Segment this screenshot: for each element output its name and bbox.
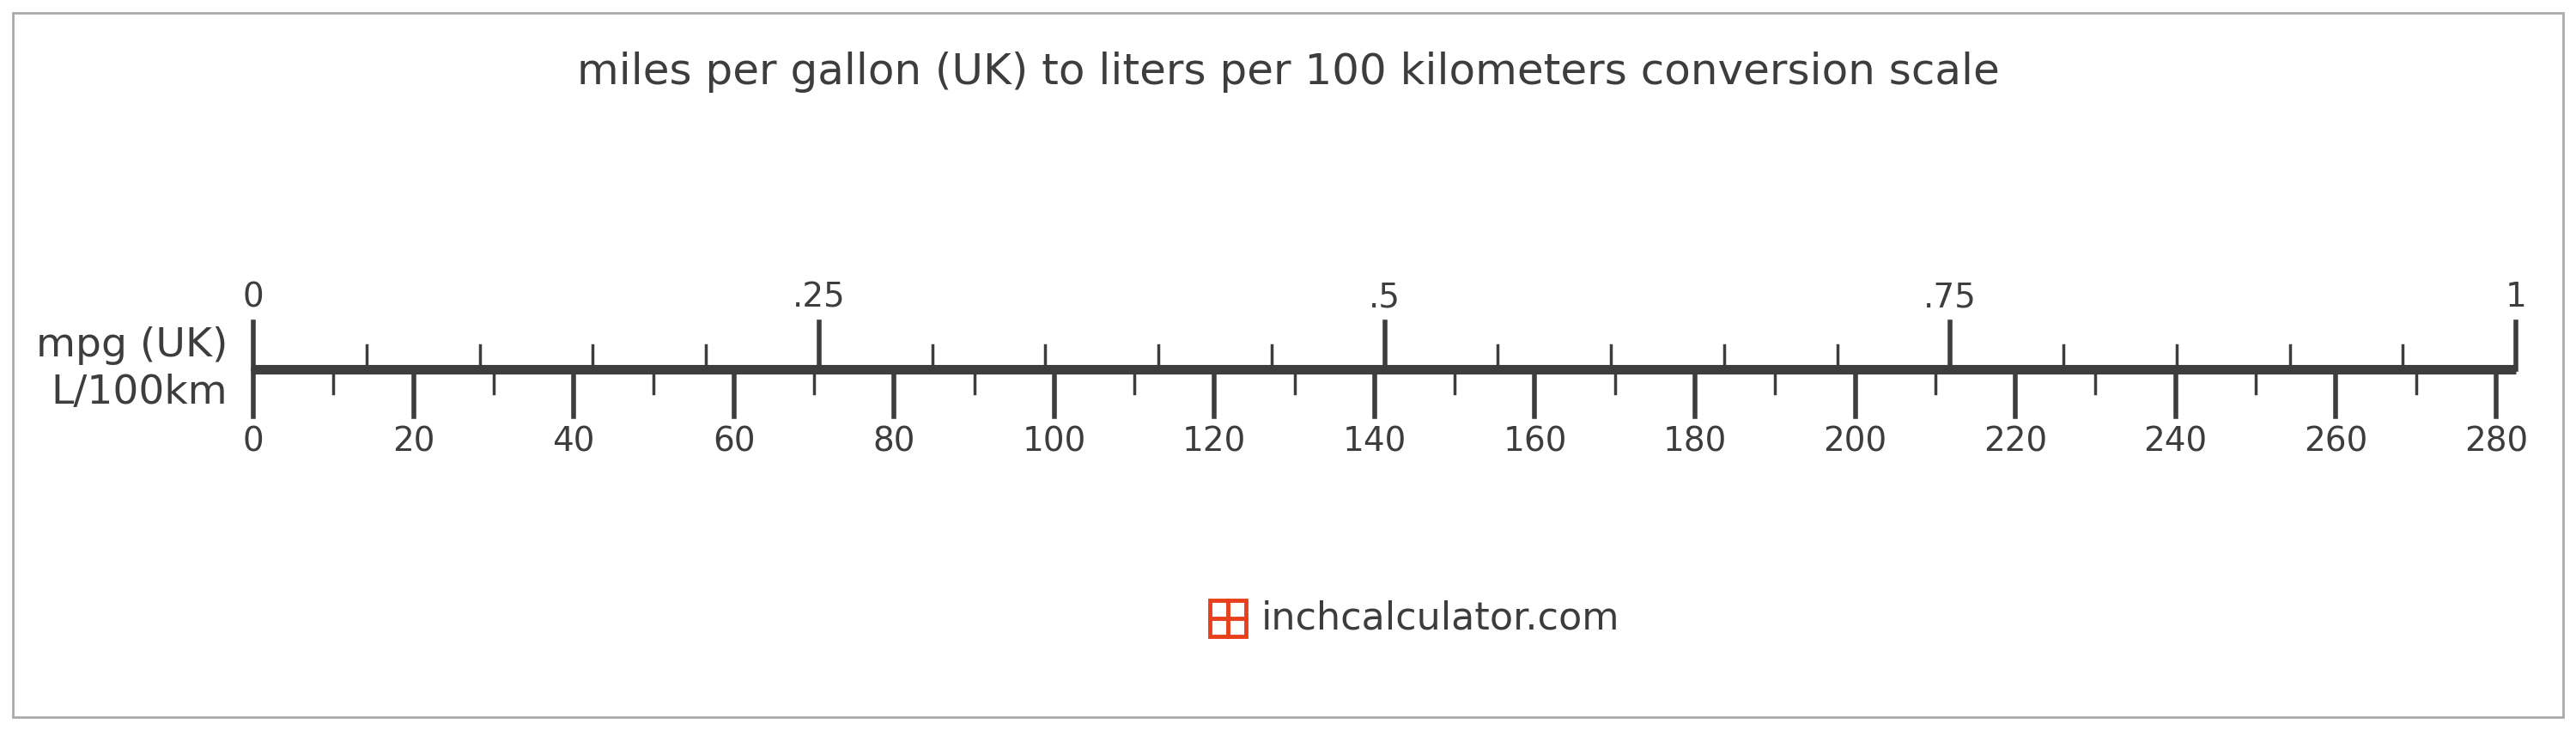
Text: 120: 120	[1182, 425, 1247, 458]
Text: miles per gallon (UK) to liters per 100 kilometers conversion scale: miles per gallon (UK) to liters per 100 …	[577, 52, 1999, 93]
Text: .25: .25	[793, 281, 845, 313]
Text: 60: 60	[714, 425, 755, 458]
Text: 80: 80	[873, 425, 914, 458]
Text: .75: .75	[1924, 281, 1976, 313]
Text: 0: 0	[242, 425, 263, 458]
Text: 0: 0	[242, 281, 263, 313]
Text: L/100km: L/100km	[52, 374, 227, 412]
Text: 280: 280	[2465, 425, 2527, 458]
Text: 260: 260	[2303, 425, 2367, 458]
Text: mpg (UK): mpg (UK)	[36, 326, 227, 365]
Text: 1: 1	[2506, 281, 2527, 313]
Text: 100: 100	[1023, 425, 1087, 458]
Text: 160: 160	[1502, 425, 1566, 458]
Text: 200: 200	[1824, 425, 1888, 458]
Text: 240: 240	[2143, 425, 2208, 458]
Text: inchcalculator.com: inchcalculator.com	[1262, 600, 1620, 637]
Text: 140: 140	[1342, 425, 1406, 458]
Text: 180: 180	[1664, 425, 1726, 458]
Text: 220: 220	[1984, 425, 2048, 458]
Text: .5: .5	[1368, 281, 1401, 313]
Text: 20: 20	[392, 425, 435, 458]
Text: 40: 40	[551, 425, 595, 458]
